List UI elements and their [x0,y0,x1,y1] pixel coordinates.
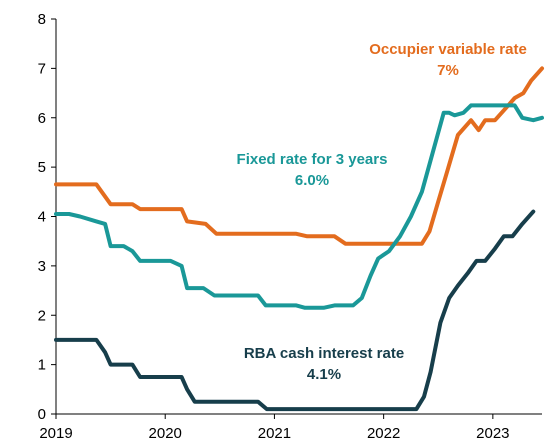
y-tick-label: 5 [38,159,46,176]
y-tick-label: 6 [38,110,46,127]
y-tick-label: 0 [38,406,46,423]
y-tick-label: 2 [38,307,46,324]
fixed-rate-3-years-line [54,103,544,310]
x-tick-label: 2021 [258,425,291,442]
x-axis-ticks: 2019 2020 2021 2022 2023 [39,414,510,442]
y-tick-label: 4 [38,209,46,226]
series-lines [54,66,544,412]
occupier-variable-rate-value: 7% [437,62,459,79]
fixed-rate-value: 6.0% [295,172,329,189]
y-tick-label: 3 [38,258,46,275]
series-annotations: Occupier variable rate 7% Fixed rate for… [237,41,527,383]
occupier-variable-rate-line [54,66,544,246]
x-tick-label: 2019 [39,425,72,442]
y-tick-label: 7 [38,60,46,77]
y-tick-label: 8 [38,11,46,28]
y-tick-label: 1 [38,357,46,374]
rba-cash-rate-annotation: RBA cash interest rate [244,345,404,362]
x-tick-label: 2023 [476,425,509,442]
y-axis-ticks: 0 1 2 3 4 5 6 7 8 [38,11,56,423]
rba-cash-rate-value: 4.1% [307,366,341,383]
occupier-variable-rate-annotation: Occupier variable rate [369,41,527,58]
x-tick-label: 2020 [149,425,182,442]
fixed-rate-annotation: Fixed rate for 3 years [237,151,388,168]
rba-cash-rate-line [54,209,536,412]
x-tick-label: 2022 [367,425,400,442]
